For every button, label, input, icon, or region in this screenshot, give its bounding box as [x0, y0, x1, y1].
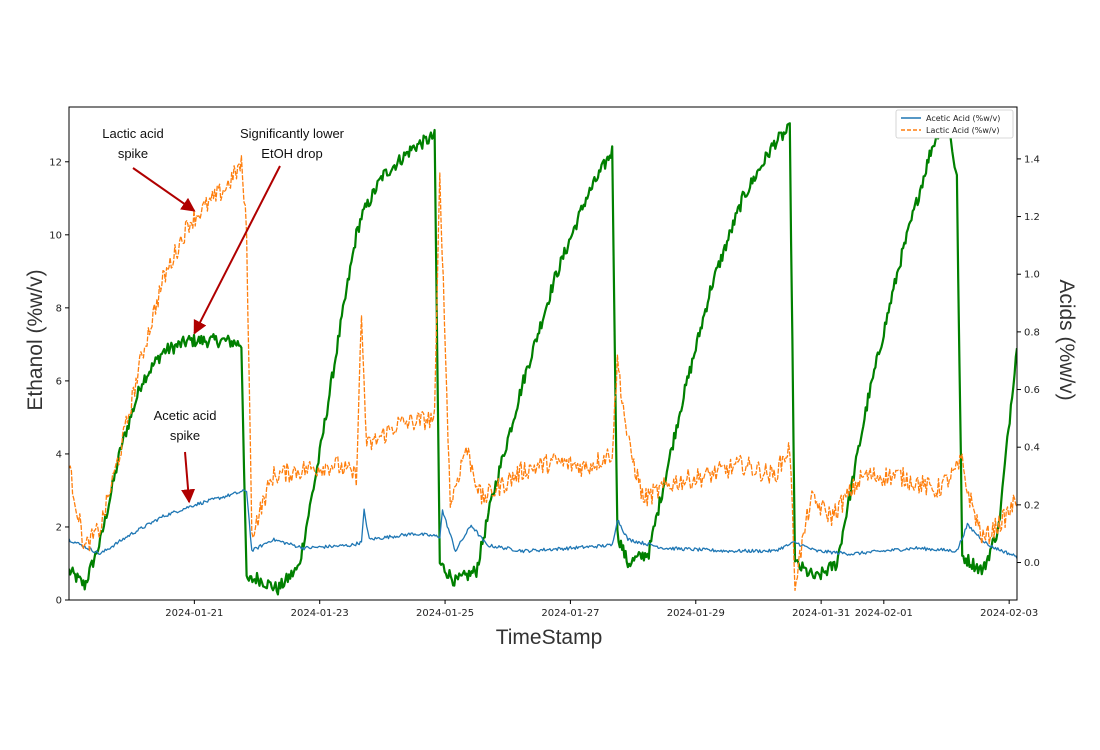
x-tick-label: 2024-01-27 — [541, 608, 599, 619]
series-acetic-acid — [69, 489, 1017, 559]
annotation-etoh-drop-arrow — [193, 165, 281, 335]
right-tick-label: 0.2 — [1024, 500, 1040, 511]
x-tick-label: 2024-01-29 — [667, 608, 725, 619]
left-y-axis-title: Ethanol (%w/v) — [24, 269, 47, 410]
annotation-acetic-spike-text: Acetic acid — [154, 408, 217, 423]
x-tick-label: 2024-01-25 — [416, 608, 474, 619]
legend-box — [895, 109, 1014, 139]
series-layer — [69, 112, 1017, 596]
right-tick-label: 1.4 — [1024, 154, 1040, 165]
annotation-etoh-drop-text: EtOH drop — [261, 146, 322, 161]
plot-frame — [68, 106, 1018, 601]
legend-label-lactic: Lactic Acid (%w/v) — [926, 126, 999, 135]
right-tick-label: 1.0 — [1024, 270, 1040, 281]
annotation-etoh-drop: Significantly lower EtOH drop — [193, 126, 345, 335]
right-y-axis-title: Acids (%w/v) — [1055, 279, 1078, 400]
right-tick-label: 0.4 — [1024, 443, 1040, 454]
x-axis: 2024-01-21 2024-01-23 2024-01-25 2024-01-27… — [165, 600, 1038, 619]
annotation-lactic-spike-text: Lactic acid — [102, 126, 163, 141]
annotation-acetic-spike-text: spike — [170, 428, 200, 443]
right-tick-label: 0.8 — [1024, 327, 1040, 338]
annotation-acetic-spike-arrow — [181, 451, 196, 504]
left-tick-label: 8 — [56, 303, 62, 314]
left-tick-label: 2 — [56, 522, 62, 533]
left-tick-label: 6 — [56, 376, 62, 387]
x-tick-label: 2024-02-01 — [855, 608, 913, 619]
annotation-layer: Lactic acid spike Significantly lower EtOH … — [102, 126, 345, 504]
right-tick-label: 0.6 — [1024, 385, 1040, 396]
right-tick-label: 1.2 — [1024, 212, 1040, 223]
x-tick-label: 2024-01-21 — [165, 608, 223, 619]
left-tick-label: 4 — [56, 449, 62, 460]
right-y-axis: 0.0 0.2 0.4 0.6 0.8 1.0 1.2 1.4 — [1017, 154, 1040, 569]
x-tick-label: 2024-01-31 — [792, 608, 850, 619]
left-tick-label: 0 — [56, 596, 62, 607]
annotation-etoh-drop-text: Significantly lower — [240, 126, 345, 141]
series-lactic-acid — [69, 155, 1017, 592]
x-tick-label: 2024-02-03 — [980, 608, 1038, 619]
left-tick-label: 12 — [49, 157, 62, 168]
annotation-lactic-spike-text: spike — [118, 146, 148, 161]
x-axis-title: TimeStamp — [496, 626, 603, 649]
x-tick-label: 2024-01-23 — [291, 608, 349, 619]
legend-label-acetic: Acetic Acid (%w/v) — [926, 114, 1000, 123]
annotation-lactic-spike-arrow — [132, 167, 196, 212]
annotation-lactic-spike: Lactic acid spike — [102, 126, 196, 212]
annotation-acetic-spike: Acetic acid spike — [154, 408, 217, 504]
legend: Acetic Acid (%w/v) Lactic Acid (%w/v) — [895, 109, 1014, 139]
left-y-axis: 0 2 4 6 8 10 12 — [49, 157, 69, 607]
series-ethanol — [69, 112, 1017, 596]
left-tick-label: 10 — [49, 230, 62, 241]
right-tick-label: 0.0 — [1024, 558, 1040, 569]
